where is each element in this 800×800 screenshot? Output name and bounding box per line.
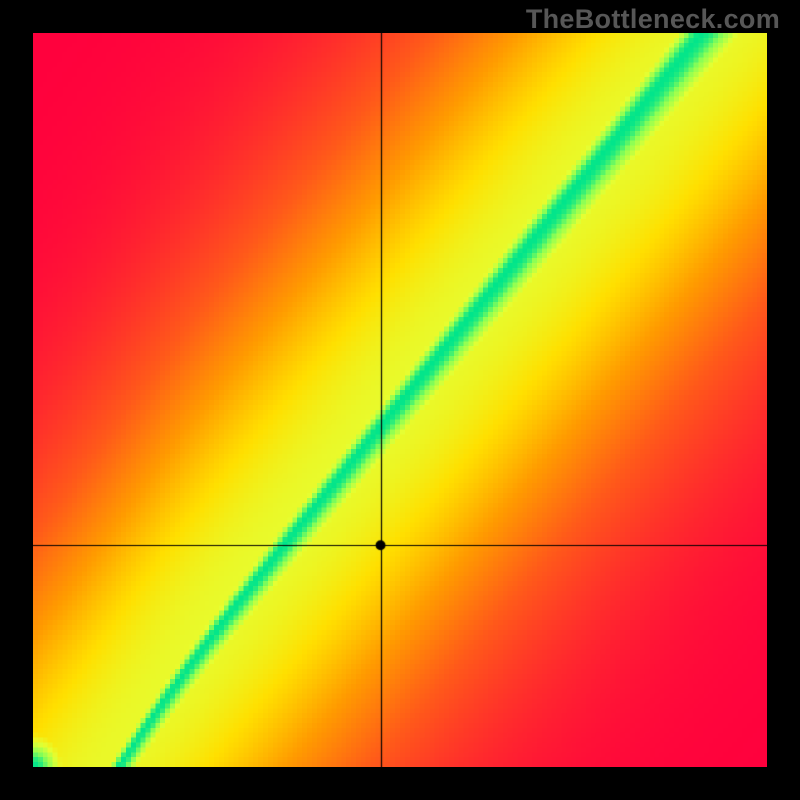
watermark-text: TheBottleneck.com <box>526 4 780 35</box>
crosshair-overlay <box>33 33 767 767</box>
